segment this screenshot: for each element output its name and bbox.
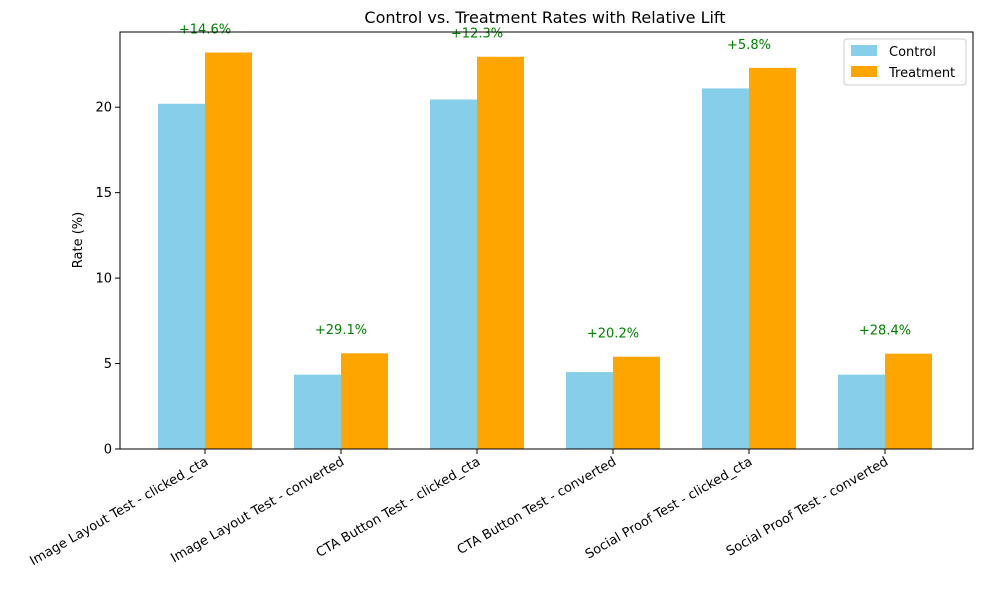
bar-treatment-2 (477, 56, 524, 450)
y-tick-label: 20 (95, 101, 112, 116)
legend-swatch-treatment (851, 66, 877, 77)
bar-treatment-5 (885, 353, 932, 449)
legend-swatch-control (851, 45, 877, 56)
bar-treatment-4 (749, 67, 796, 449)
y-tick-label: 0 (104, 443, 112, 458)
plot-frame (119, 31, 974, 450)
y-tick-label: 5 (104, 357, 112, 372)
y-tick-label: 15 (95, 186, 112, 201)
legend-label-control: Control (889, 45, 936, 60)
bar-control-0 (158, 103, 205, 449)
lift-label: +29.1% (315, 323, 367, 338)
bar-treatment-1 (341, 353, 388, 449)
bar-control-4 (702, 88, 749, 450)
bar-treatment-0 (205, 52, 252, 449)
legend: Control Treatment (843, 38, 967, 86)
legend-label-treatment: Treatment (888, 66, 955, 81)
lift-label: +5.8% (727, 38, 771, 53)
chart-title: Control vs. Treatment Rates with Relativ… (364, 8, 725, 27)
lift-label: +12.3% (451, 27, 503, 42)
bar-control-2 (430, 99, 477, 449)
lift-label: +14.6% (179, 22, 231, 37)
lift-label: +20.2% (587, 327, 639, 342)
bar-treatment-3 (613, 356, 660, 449)
bar-control-3 (566, 372, 613, 449)
bar-control-1 (294, 374, 341, 449)
y-axis-label: Rate (%) (71, 212, 86, 268)
y-tick-label: 10 (95, 272, 112, 287)
lift-label: +28.4% (859, 324, 911, 339)
bar-control-5 (838, 374, 885, 449)
